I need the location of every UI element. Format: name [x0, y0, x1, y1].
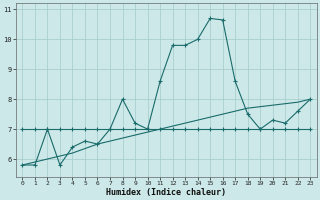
X-axis label: Humidex (Indice chaleur): Humidex (Indice chaleur) [106, 188, 226, 197]
